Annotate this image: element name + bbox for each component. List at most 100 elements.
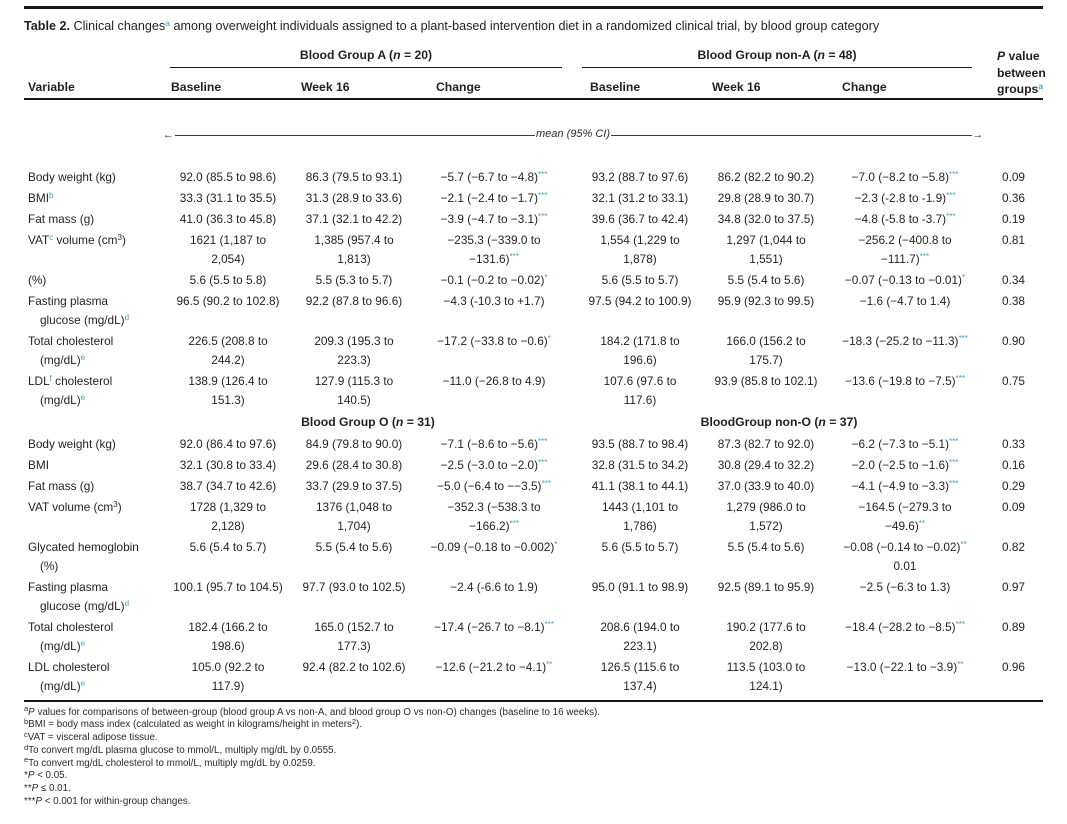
data-cell: −2.0 (−2.5 to −1.6)***: [851, 457, 959, 472]
data-cell: −0.1 (−0.2 to −0.02)*: [440, 272, 548, 287]
data-cell: 39.6 (36.7 to 42.4): [591, 211, 689, 226]
variable-cell: BMI: [28, 457, 49, 472]
table-row: Body weight (kg) 92.0 (85.5 to 98.6) 86.3 …: [24, 167, 1043, 188]
table-row: Total cholesterol (mg/dL)e 182.4 (166.2 t…: [24, 617, 1043, 657]
data-cell: −5.7 (−6.7 to −4.8)***: [440, 169, 548, 184]
data-cell: −4.1 (−4.9 to −3.3)***: [851, 478, 959, 493]
table-row: LDL cholesterol (mg/dL)e 105.0 (92.2 to 1…: [24, 657, 1043, 697]
table-caption: Clinical changesa among overweight indiv…: [69, 18, 880, 33]
variable-cell: Fasting plasma glucose (mg/dL)d: [28, 293, 130, 327]
data-cell: 93.9 (85.8 to 102.1): [714, 373, 818, 388]
data-cell: 5.5 (5.4 to 5.6): [315, 539, 393, 554]
column-header-week16-a: Week 16: [294, 69, 414, 100]
data-cell: 33.7 (29.9 to 37.5): [305, 478, 403, 493]
p-value-cell: 0.82: [1002, 539, 1025, 554]
data-cell: −0.07 (−0.13 to −0.01)*: [844, 272, 966, 287]
table-row: Glycated hemoglobin (%) 5.6 (5.4 to 5.7) 5…: [24, 537, 1043, 577]
data-cell: 29.8 (28.9 to 30.7): [717, 190, 815, 205]
data-cell: 95.0 (91.1 to 98.9): [591, 579, 689, 594]
data-cell: 226.5 (208.8 to 244.2): [188, 333, 268, 367]
p-value-cell: 0.33: [1002, 436, 1025, 451]
table-row: Fat mass (g) 41.0 (36.3 to 45.8) 37.1 (32.…: [24, 209, 1043, 230]
variable-cell: Glycated hemoglobin (%): [28, 539, 139, 573]
data-cell: 37.0 (33.9 to 40.0): [717, 478, 815, 493]
p-value-header: P value between groupsa: [984, 46, 1046, 100]
data-cell: −235.3 (−339.0 to −131.6)***: [447, 232, 541, 266]
data-cell: 5.5 (5.4 to 5.6): [727, 539, 805, 554]
p-value-cell: 0.89: [1002, 619, 1025, 634]
variable-cell: LDL cholesterol (mg/dL)e: [28, 659, 110, 693]
group-header-row: Blood Group A (n = 20) Blood Group non-A…: [24, 46, 1046, 100]
data-cell: 100.1 (95.7 to 104.5): [173, 579, 283, 594]
data-cell: −13.6 (−19.8 to −7.5)***: [845, 373, 965, 388]
data-cell: 93.5 (88.7 to 98.4): [591, 436, 689, 451]
data-cell: −2.5 (−6.3 to 1.3): [859, 579, 951, 594]
arrow-right-icon: →: [972, 129, 984, 141]
table-row: Fat mass (g) 38.7 (34.7 to 42.6) 33.7 (29.…: [24, 476, 1043, 497]
p-value-cell: 0.96: [1002, 659, 1025, 674]
data-cell: 41.0 (36.3 to 45.8): [179, 211, 277, 226]
data-cell: −11.0 (−26.8 to 4.9): [442, 373, 546, 388]
data-cell: 87.3 (82.7 to 92.0): [717, 436, 815, 451]
data-cell: −352.3 (−538.3 to −166.2)***: [447, 499, 541, 533]
data-cell: −18.4 (−28.2 to −8.5)***: [845, 619, 965, 634]
data-cell: 30.8 (29.4 to 32.2): [717, 457, 815, 472]
blank-cell: [24, 99, 162, 167]
data-cell: 41.1 (38.1 to 44.1): [591, 478, 689, 493]
table-top-rule: [24, 6, 1043, 9]
data-cell: 1,554 (1,229 to 1,878): [600, 232, 680, 266]
data-cell: 92.0 (85.5 to 98.6): [179, 169, 277, 184]
data-cell: 190.2 (177.6 to 202.8): [726, 619, 806, 653]
group-header-non-o: BloodGroup non-O (n = 37): [700, 414, 858, 429]
blank-cell: [984, 411, 1043, 434]
variable-cell: Fasting plasma glucose (mg/dL)d: [28, 579, 130, 613]
group-header-a: Blood Group A (n = 20): [162, 46, 574, 69]
data-cell: −4.8 (-5.8 to -3.7)***: [854, 211, 956, 226]
mean-ci-row: ← mean (95% CI) →: [24, 99, 1043, 167]
data-cell: 31.3 (28.9 to 33.6): [305, 190, 403, 205]
mean-ci-cell: ← mean (95% CI) →: [162, 99, 984, 167]
data-cell: 127.9 (115.3 to 140.5): [314, 373, 394, 407]
data-cell: 84.9 (79.8 to 90.0): [305, 436, 403, 451]
table-row: Body weight (kg) 92.0 (86.4 to 97.6) 84.9 …: [24, 434, 1043, 455]
data-cell: 1,279 (986.0 to 1,572): [726, 499, 806, 533]
data-cell: 5.6 (5.4 to 5.7): [189, 539, 267, 554]
data-cell: 5.6 (5.5 to 5.7): [601, 539, 679, 554]
data-cell: 184.2 (171.8 to 196.6): [600, 333, 680, 367]
footnote: cVAT = visceral adipose tissue.: [24, 729, 158, 744]
data-cell: 1,385 (957.4 to 1,813): [314, 232, 394, 266]
axis-line: [174, 134, 536, 136]
data-cell: 138.9 (126.4 to 151.3): [188, 373, 268, 407]
arrow-left-icon: ←: [163, 129, 174, 141]
data-cell: −3.9 (−4.7 to −3.1)***: [440, 211, 548, 226]
footnote: *P < 0.05.: [24, 770, 68, 782]
data-cell: 38.7 (34.7 to 42.6): [179, 478, 277, 493]
data-cell: −7.1 (−8.6 to −5.6)***: [440, 436, 548, 451]
data-cell: 96.5 (90.2 to 102.8): [176, 293, 280, 308]
table-title: Table 2. Clinical changesa among overwei…: [24, 18, 1043, 34]
data-cell: 93.2 (88.7 to 97.6): [591, 169, 689, 184]
data-cell: 95.9 (92.3 to 99.5): [717, 293, 815, 308]
section-header-row: Blood Group O (n = 31) BloodGroup non-O (…: [24, 411, 1043, 434]
variable-cell: (%): [28, 272, 47, 287]
footnote: bBMI = body mass index (calculated as we…: [24, 716, 363, 731]
data-cell: 92.4 (82.2 to 102.6): [302, 659, 406, 674]
data-cell: 32.1 (31.2 to 33.1): [591, 190, 689, 205]
p-value-cell: 0.09: [1002, 499, 1025, 514]
variable-cell: Total cholesterol (mg/dL)e: [28, 619, 114, 653]
data-cell: −164.5 (−279.3 to −49.6)**: [858, 499, 952, 533]
table-row: BMIb 33.3 (31.1 to 35.5) 31.3 (28.9 to 33.…: [24, 188, 1043, 209]
data-cell: −17.2 (−33.8 to −0.6)*: [437, 333, 551, 348]
data-cell: −5.0 (−6.4 to −−3.5)***: [437, 478, 551, 493]
p-value-cell: 0.90: [1002, 333, 1025, 348]
table-row: (%) 5.6 (5.5 to 5.8) 5.5 (5.3 to 5.7) −0.1 …: [24, 270, 1043, 291]
data-cell: 97.7 (93.0 to 102.5): [302, 579, 406, 594]
data-cell: −12.6 (−21.2 to −4.1)**: [435, 659, 553, 674]
data-cell: 182.4 (166.2 to 198.6): [188, 619, 268, 653]
p-value-cell: 0.97: [1002, 579, 1025, 594]
data-cell: 32.8 (31.5 to 34.2): [591, 457, 689, 472]
data-cell: −17.4 (−26.7 to −8.1)***: [434, 619, 554, 634]
column-header-row: Variable Baseline Week 16 Change Baselin…: [24, 69, 1043, 100]
p-value-cell: 0.29: [1002, 478, 1025, 493]
p-value-cell: 0.19: [1002, 211, 1025, 226]
